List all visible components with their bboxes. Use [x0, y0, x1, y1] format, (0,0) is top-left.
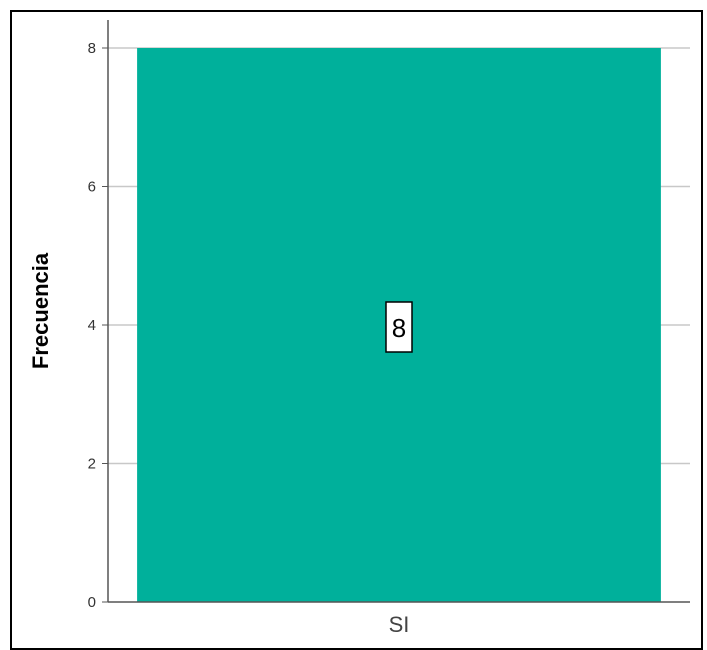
y-tick-label: 4 [88, 317, 96, 334]
x-tick-label: SI [389, 612, 410, 637]
y-ticks: 0 2 4 6 8 [88, 40, 108, 611]
y-tick-label: 8 [88, 40, 96, 57]
data-label-box [385, 301, 413, 353]
data-labels: 8 [385, 301, 413, 353]
y-tick-label: 0 [88, 594, 96, 611]
y-tick-label: 6 [88, 179, 96, 196]
x-ticks: SI [389, 612, 410, 637]
data-label: 8 [392, 313, 406, 343]
y-axis-title: Frecuencia [28, 252, 53, 369]
y-tick-label: 2 [88, 456, 96, 473]
axes [107, 20, 690, 603]
